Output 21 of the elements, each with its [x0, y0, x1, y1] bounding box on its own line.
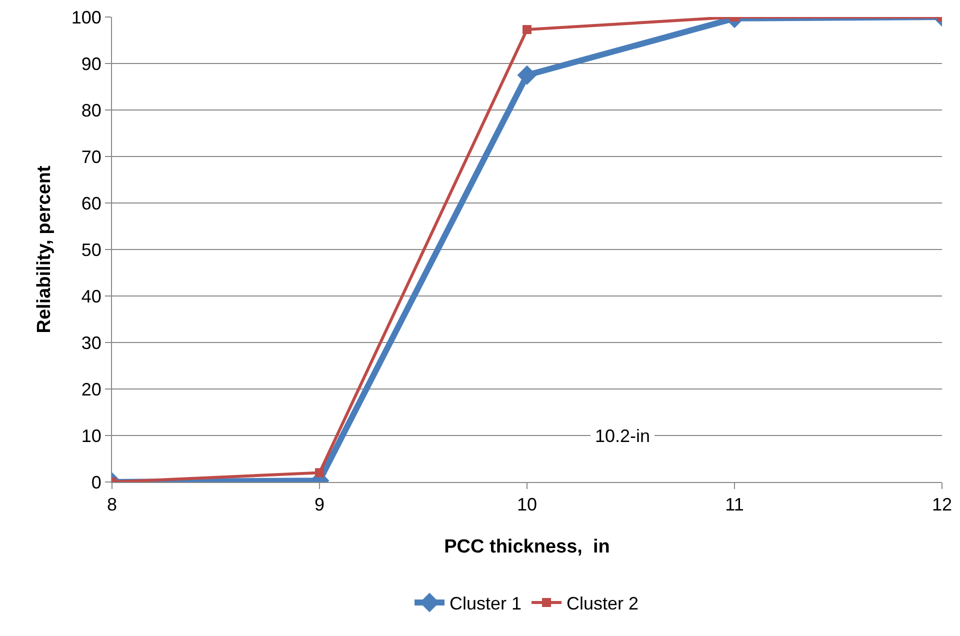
y-tick-label: 20	[81, 379, 102, 400]
x-tick-label: 12	[932, 494, 952, 515]
x-tick-label: 10	[516, 494, 538, 515]
y-tick-label: 30	[81, 332, 102, 353]
y-tick-label: 10	[81, 426, 102, 446]
y-axis-title: Reliability, percent	[34, 165, 56, 334]
y-tick-label: 70	[81, 146, 102, 167]
x-tick-label: 9	[314, 494, 325, 515]
y-tick-label: 80	[81, 100, 102, 120]
annotation: 10.2-in	[595, 426, 650, 446]
y-tick-label: 0	[91, 472, 102, 492]
legend-label: Cluster 1	[450, 594, 522, 614]
y-tick-label: 100	[71, 7, 102, 28]
y-tick-label: 60	[81, 193, 102, 214]
y-tick-label: 90	[81, 54, 102, 74]
legend-label: Cluster 2	[566, 594, 639, 614]
x-tick-label: 8	[106, 494, 118, 515]
x-tick-label: 11	[725, 494, 744, 515]
y-tick-label: 50	[81, 240, 102, 260]
x-axis-title: PCC thickness, in	[444, 536, 610, 558]
y-tick-label: 40	[81, 286, 102, 306]
